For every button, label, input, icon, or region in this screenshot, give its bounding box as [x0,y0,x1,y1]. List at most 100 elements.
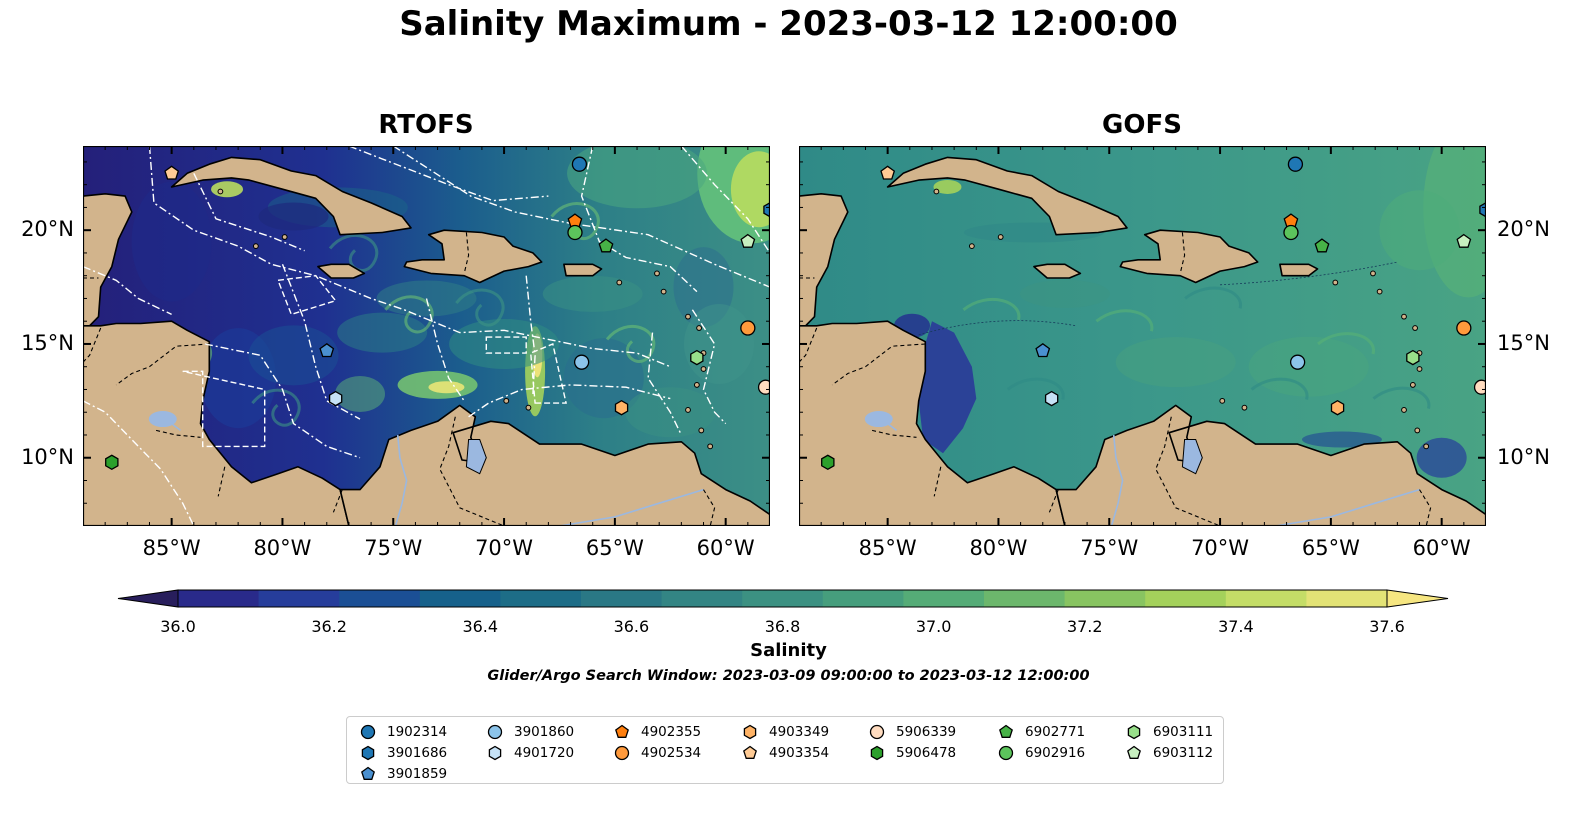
float-marker-6903111 [1406,349,1420,366]
land-cuba [170,156,412,236]
legend-marker-circle-icon [614,745,630,761]
lat-tick-label: 10°N [1497,444,1550,469]
float-marker-1902314 [1287,156,1304,172]
float-marker-3901860 [573,354,590,370]
map-panel-gofs[interactable] [799,146,1486,526]
float-marker-6902916 [567,224,583,241]
legend-marker-circle-icon [998,745,1014,761]
land-central-america [83,320,350,526]
legend-label: 4901720 [514,745,575,761]
colorbar-tick-label: 37.6 [1369,617,1405,636]
legend-entry-4902534: 4902534 [613,743,701,763]
legend-marker-pentagon-icon [361,766,375,780]
map-frame [83,146,770,526]
lake-maracaibo [465,439,487,475]
legend-entry-3901860: 3901860 [486,722,574,742]
legend-entry-6902771: 6902771 [997,722,1085,742]
colorbar-segment [1064,590,1146,607]
lon-tick-label: 85°W [142,536,201,560]
lon-tick-label: 60°W [696,536,755,560]
legend-label: 6902771 [1025,724,1086,740]
float-marker-1902314 [571,156,588,172]
float-marker-6902771 [1314,238,1330,253]
lon-tick-label: 70°W [1191,536,1250,560]
lon-tick-label: 75°W [364,536,423,560]
legend-marker-pentagon-icon [615,724,629,738]
float-marker-4901720 [1044,390,1059,407]
float-marker-6903112 [740,233,756,248]
lon-tick-label: 80°W [969,536,1028,560]
land-south-america [339,404,770,526]
legend-entry-4902355: 4902355 [613,722,701,742]
legend-marker-circle-icon [360,724,376,740]
colorbar-segment [822,590,904,607]
legend-marker-hexagon-icon [743,724,757,740]
legend-label: 6903111 [1153,724,1214,740]
float-marker-6903111 [690,349,704,366]
float-marker-6903112 [1456,233,1472,248]
colorbar-segment [178,590,260,607]
land-hispaniola [1119,229,1259,284]
colorbar-label: Salinity [750,640,827,661]
lon-tick-label: 75°W [1080,536,1139,560]
float-marker-3901860 [1289,354,1306,370]
legend-entry-6902916: 6902916 [997,743,1085,763]
legend-entry-6903112: 6903112 [1125,743,1213,763]
map-panel-rtofs[interactable] [83,146,770,526]
colorbar-segment [500,590,582,607]
colorbar-min-extend [117,589,179,608]
float-marker-4903354 [880,165,896,180]
legend-label: 6902916 [1025,745,1086,761]
lat-tick-label: 20°N [21,217,74,242]
float-legend: 1902314 3901686 3901859 3901860 4901720 49023… [346,716,1224,784]
colorbar-segment [742,590,824,607]
legend-label: 4902355 [641,724,702,740]
legend-label: 5906339 [896,724,957,740]
lat-tick-label: 15°N [21,330,74,355]
legend-marker-pentagon-icon [743,745,757,759]
land-jamaica [1033,263,1082,279]
float-marker-3901859 [319,342,335,358]
colorbar-tick-label: 37.0 [915,617,952,636]
colorbar-segment [903,590,985,607]
land-south-america [1055,404,1486,526]
lon-tick-label: 80°W [253,536,312,560]
figure-title: Salinity Maximum - 2023-03-12 12:00:00 [399,4,1178,44]
land-jamaica [317,263,366,279]
float-marker-4902534 [1456,320,1472,336]
colorbar-segment [1145,590,1227,607]
colorbar-tick-label: 36.2 [311,617,347,636]
legend-marker-circle-icon [869,724,885,740]
legend-entry-3901686: 3901686 [359,743,447,763]
float-marker-3901859 [1035,342,1051,358]
lake-maracaibo [1181,439,1203,475]
land-puerto-rico [563,263,603,277]
float-marker-5906339 [1473,379,1486,395]
colorbar-segment [1225,590,1307,607]
lon-tick-label: 70°W [475,536,534,560]
lon-tick-label: 60°W [1412,536,1471,560]
colorbar-segment [339,590,421,607]
lat-tick-label: 10°N [21,444,74,469]
legend-entry-5906478: 5906478 [868,743,956,763]
map-frame [799,146,1486,526]
colorbar-segment [258,590,340,607]
legend-label: 6903112 [1153,745,1214,761]
legend-label: 1902314 [387,724,448,740]
colorbar-segment [1306,590,1388,607]
legend-label: 5906478 [896,745,957,761]
float-marker-5906339 [757,379,770,395]
salinity-colorbar [117,589,1449,608]
float-marker-6902916 [1283,224,1299,241]
legend-label: 4903354 [769,745,830,761]
colorbar-tick-label: 36.4 [462,617,499,636]
float-marker-4903349 [1330,399,1345,416]
colorbar-segment [581,590,663,607]
colorbar-segment [661,590,743,607]
colorbar-tick-label: 36.6 [613,617,650,636]
land-hispaniola [403,229,543,284]
legend-entry-5906339: 5906339 [868,722,956,742]
legend-label: 3901686 [387,745,448,761]
float-marker-4901720 [328,390,343,407]
panel-title-rtofs: RTOFS [378,110,474,140]
